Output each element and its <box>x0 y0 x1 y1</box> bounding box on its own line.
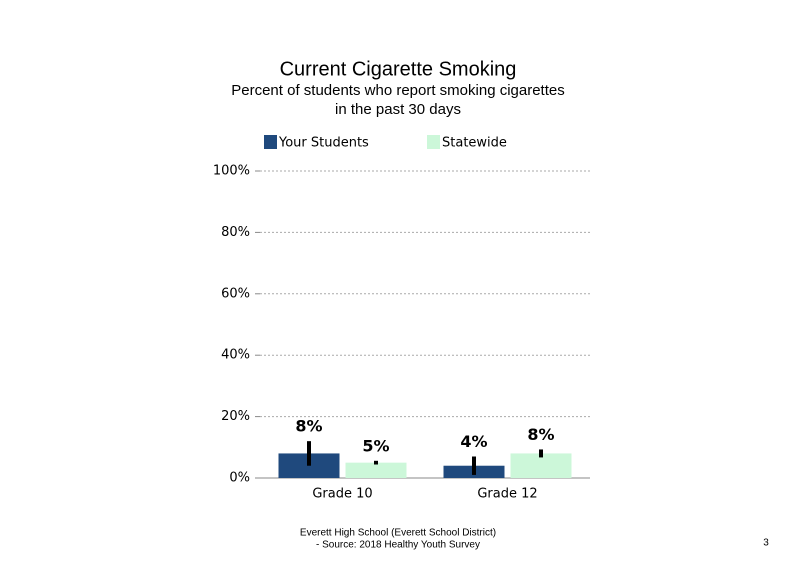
y-tick-label: 20% <box>221 409 250 424</box>
legend-label: Your Students <box>278 136 369 151</box>
legend-label: Statewide <box>442 136 507 151</box>
legend-swatch <box>427 135 440 149</box>
chart-subtitle: in the past 30 days <box>335 101 461 118</box>
y-tick-label: 0% <box>229 471 250 486</box>
footer: Everett High School (Everett School Dist… <box>300 528 496 539</box>
value-label: 8% <box>527 425 554 444</box>
chart-title: Current Cigarette Smoking <box>280 58 517 80</box>
x-tick-label: Grade 12 <box>477 487 537 502</box>
y-tick-label: 100% <box>213 164 250 179</box>
value-label: 4% <box>460 432 487 451</box>
bar <box>510 453 572 478</box>
bar <box>345 462 407 478</box>
y-tick-label: 40% <box>221 348 250 363</box>
footer: - Source: 2018 Healthy Youth Survey <box>316 540 480 551</box>
y-tick-label: 60% <box>221 286 250 301</box>
legend-swatch <box>264 135 277 149</box>
value-label: 8% <box>295 417 322 436</box>
page-number: 3 <box>763 538 769 549</box>
value-label: 5% <box>362 436 389 455</box>
y-tick-label: 80% <box>221 225 250 240</box>
x-tick-label: Grade 10 <box>312 487 372 502</box>
chart-subtitle: Percent of students who report smoking c… <box>231 82 565 99</box>
